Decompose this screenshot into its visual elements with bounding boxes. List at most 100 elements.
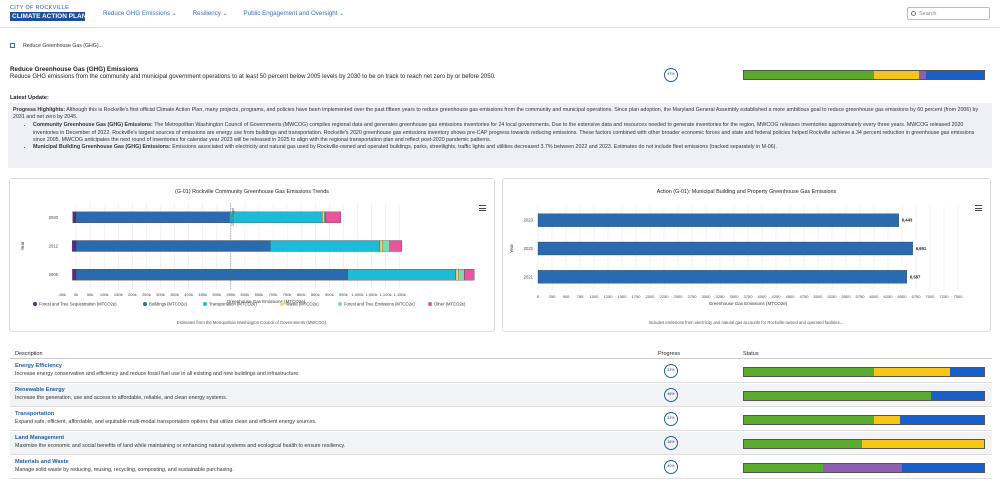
chart-title: (G-01) Rockville Community Greenhouse Ga… bbox=[175, 189, 329, 195]
x-tick-label: 50k bbox=[87, 292, 93, 297]
bar-segment bbox=[389, 240, 403, 252]
legend-label: Forest and Tree Emissions (MTCO2e) bbox=[344, 302, 415, 307]
nav-label: Reduce GHG Emissions bbox=[103, 10, 171, 17]
update-bullet: Municipal Building Greenhouse Gas (GHG) … bbox=[33, 144, 987, 151]
x-tick-label: 500 bbox=[563, 294, 570, 299]
table-row[interactable]: Transportation Expand safe, efficient, a… bbox=[10, 408, 992, 431]
legend-swatch bbox=[428, 302, 432, 306]
x-tick-label: 550k bbox=[226, 292, 235, 297]
status-segment bbox=[744, 440, 862, 448]
legend-label: Waste (MTCO2e) bbox=[286, 302, 319, 307]
community-emissions-card: (G-01) Rockville Community Greenhouse Ga… bbox=[9, 178, 495, 332]
data-label: 6,443 bbox=[902, 218, 913, 223]
highlights-text: Although this is Rockville's first offic… bbox=[13, 107, 979, 121]
x-tick-label: 4000 bbox=[758, 294, 768, 299]
home-icon[interactable] bbox=[10, 43, 15, 48]
x-tick-label: 7000 bbox=[926, 294, 936, 299]
bar-segment bbox=[382, 240, 390, 252]
x-tick-label: 600k bbox=[241, 292, 250, 297]
bar-segment bbox=[72, 269, 77, 281]
chart-menu-icon[interactable] bbox=[479, 205, 486, 211]
table-row[interactable]: Materials and Waste Manage solid waste b… bbox=[10, 456, 992, 479]
bullet-text: Emissions associated with electricity an… bbox=[172, 144, 777, 151]
nav-resiliency[interactable]: Resiliency ⌄ bbox=[192, 10, 228, 17]
status-segment bbox=[744, 368, 874, 376]
chart-footnote: Estimates from the Metropolitan Washingt… bbox=[176, 320, 328, 325]
bar-segment bbox=[75, 240, 271, 252]
x-axis-label: Greenhouse Gas Emissions (MTCO2e) bbox=[227, 299, 306, 304]
city-logo[interactable]: CITY OF ROCKVILLE CLIMATE ACTION PLAN bbox=[10, 5, 86, 24]
x-tick-label: 1,100k bbox=[380, 292, 392, 297]
chart-menu-icon[interactable] bbox=[975, 205, 982, 211]
logo-line1: CITY OF ROCKVILLE bbox=[10, 5, 70, 11]
search-input[interactable]: Search bbox=[907, 7, 990, 20]
municipal-emissions-chart: 0 250 500 750 1000 1250 1500 1750 2000 2250 2500 27… bbox=[509, 206, 964, 306]
row-name[interactable]: Land Management bbox=[15, 435, 65, 441]
row-name[interactable]: Renewable Energy bbox=[15, 387, 65, 393]
x-tick-label: 7250 bbox=[940, 294, 950, 299]
x-tick-label: 3250 bbox=[716, 294, 726, 299]
chart-title: Action (G-01): Municipal Building and Pr… bbox=[656, 189, 837, 195]
bar bbox=[537, 213, 899, 227]
progress-value: 36% bbox=[667, 440, 675, 444]
latest-update-heading: Latest Update: bbox=[10, 95, 49, 101]
x-tick-label: 7500 bbox=[954, 294, 964, 299]
breadcrumb: Reduce Greenhouse Gas (GHG)... bbox=[10, 43, 103, 49]
highlights-label: Progress Highlights: bbox=[13, 107, 66, 113]
update-bullet: Community Greenhouse Gas (GHG) Emissions… bbox=[33, 122, 987, 144]
x-tick-label: 200k bbox=[128, 292, 137, 297]
x-tick-label: 150k bbox=[114, 292, 123, 297]
progress-ring: 53% bbox=[664, 364, 678, 378]
status-segment bbox=[744, 71, 874, 79]
status-segment bbox=[744, 464, 824, 472]
x-tick-label: 6500 bbox=[898, 294, 908, 299]
status-segment bbox=[950, 368, 984, 376]
table-row[interactable]: Energy Efficiency Increase energy conser… bbox=[10, 360, 992, 383]
search-icon bbox=[911, 11, 916, 16]
status-segment bbox=[873, 368, 951, 376]
target-line-label: 2030 Target bbox=[231, 208, 235, 226]
x-tick-label: -50k bbox=[58, 292, 66, 297]
legend-swatch bbox=[280, 302, 284, 306]
bullet-label: Community Greenhouse Gas (GHG) Emissions… bbox=[33, 122, 153, 129]
top-bar: CITY OF ROCKVILLE CLIMATE ACTION PLAN Re… bbox=[0, 0, 1000, 28]
status-segment bbox=[873, 71, 920, 79]
bar-segment bbox=[72, 211, 77, 223]
legend-swatch bbox=[203, 302, 207, 306]
progress-value: 46% bbox=[667, 392, 675, 396]
y-tick-label: 2012 bbox=[49, 244, 59, 249]
x-tick-label: 250 bbox=[549, 294, 556, 299]
breadcrumb-current: Reduce Greenhouse Gas (GHG)... bbox=[23, 43, 103, 49]
row-name[interactable]: Materials and Waste bbox=[15, 459, 69, 465]
row-desc: Expand safe, efficient, affordable, and … bbox=[15, 419, 317, 425]
bar-segment bbox=[229, 211, 323, 223]
header-progress: Progress bbox=[658, 351, 681, 357]
status-segment bbox=[823, 464, 903, 472]
row-name[interactable]: Transportation bbox=[15, 411, 55, 417]
x-tick-label: 250k bbox=[142, 292, 151, 297]
status-segment bbox=[861, 440, 984, 448]
header-status: Status bbox=[743, 351, 759, 357]
bar-segment bbox=[75, 211, 230, 223]
row-desc: Increase the generation, use and access … bbox=[15, 395, 228, 401]
row-desc: Increase energy conservation and efficie… bbox=[15, 371, 300, 377]
x-tick-label: 6000 bbox=[870, 294, 880, 299]
x-tick-label: 2000 bbox=[646, 294, 656, 299]
legend-label: Buildings (MTCO2e) bbox=[149, 302, 188, 307]
x-tick-label: 4250 bbox=[772, 294, 782, 299]
nav-public-engagement[interactable]: Public Engagement and Oversight ⌄ bbox=[243, 10, 345, 17]
nav-reduce-ghg[interactable]: Reduce GHG Emissions ⌄ bbox=[103, 10, 177, 17]
x-tick-label: 1750 bbox=[632, 294, 642, 299]
page-title: Reduce Greenhouse Gas (GHG) Emissions bbox=[10, 66, 139, 73]
progress-ring: 46% bbox=[664, 388, 678, 402]
table-row[interactable]: Land Management Maximize the economic an… bbox=[10, 432, 992, 455]
bar-segment bbox=[71, 240, 77, 252]
table-row[interactable]: Renewable Energy Increase the generation… bbox=[10, 384, 992, 407]
bar-segment bbox=[458, 269, 465, 281]
x-tick-label: 850k bbox=[311, 292, 320, 297]
row-desc: Manage solid waste by reducing, reusing,… bbox=[15, 467, 234, 473]
x-tick-label: 3750 bbox=[744, 294, 754, 299]
row-name[interactable]: Energy Efficiency bbox=[15, 363, 62, 369]
y-tick-label: 2005 bbox=[49, 272, 59, 277]
status-segment bbox=[931, 392, 984, 400]
